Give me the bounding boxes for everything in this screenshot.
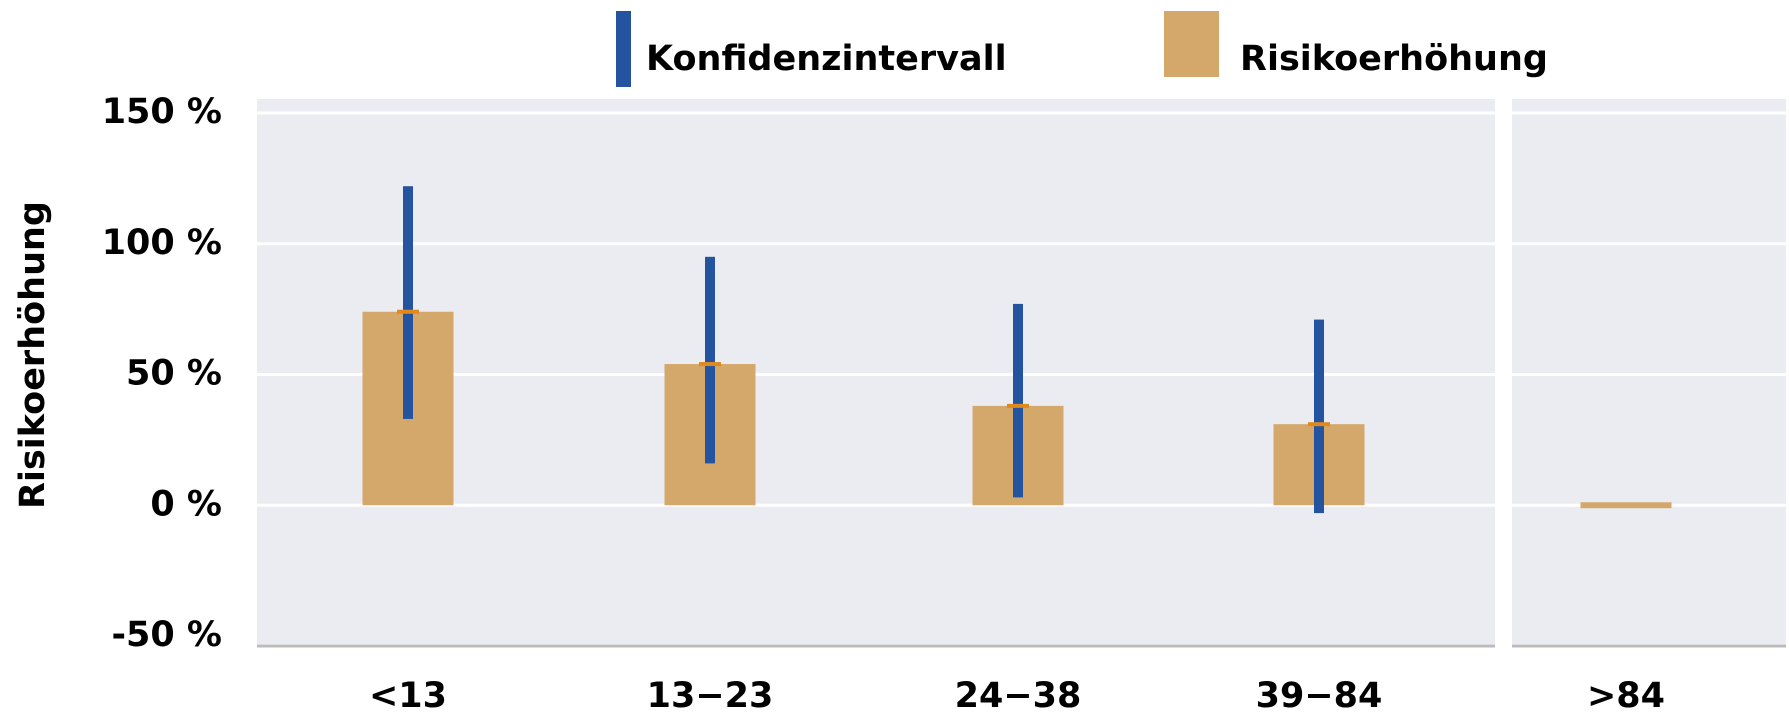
plot-panel <box>1512 99 1786 644</box>
error-bar <box>1314 319 1324 514</box>
y-tick-label: 100 % <box>102 223 222 263</box>
error-bar <box>403 186 413 419</box>
y-tick-label: 0 % <box>150 484 222 524</box>
x-tick-label: 24−38 <box>955 676 1082 716</box>
y-axis-title: Risikoerhöhung <box>13 201 53 509</box>
error-bar <box>705 256 715 464</box>
legend-swatch <box>1164 11 1219 77</box>
x-tick-label: >84 <box>1587 676 1665 716</box>
x-tick-label: 13−23 <box>647 676 774 716</box>
value-tick <box>1007 403 1029 408</box>
y-tick-label: -50 % <box>112 615 223 655</box>
value-tick <box>1308 422 1330 427</box>
legend-label: Risikoerhöhung <box>1240 39 1548 79</box>
error-bar <box>1013 303 1023 498</box>
plot-panel <box>257 99 1495 644</box>
legend-swatch <box>616 11 631 87</box>
value-tick <box>397 309 419 314</box>
y-tick-label: 50 % <box>126 354 222 394</box>
x-tick-label: <13 <box>369 676 447 716</box>
y-tick-label: 150 % <box>102 92 222 132</box>
legend-label: Konfidenzintervall <box>646 39 1007 79</box>
value-tick <box>699 362 721 367</box>
x-tick-label: 39−84 <box>1256 676 1383 716</box>
bar <box>1580 502 1672 509</box>
